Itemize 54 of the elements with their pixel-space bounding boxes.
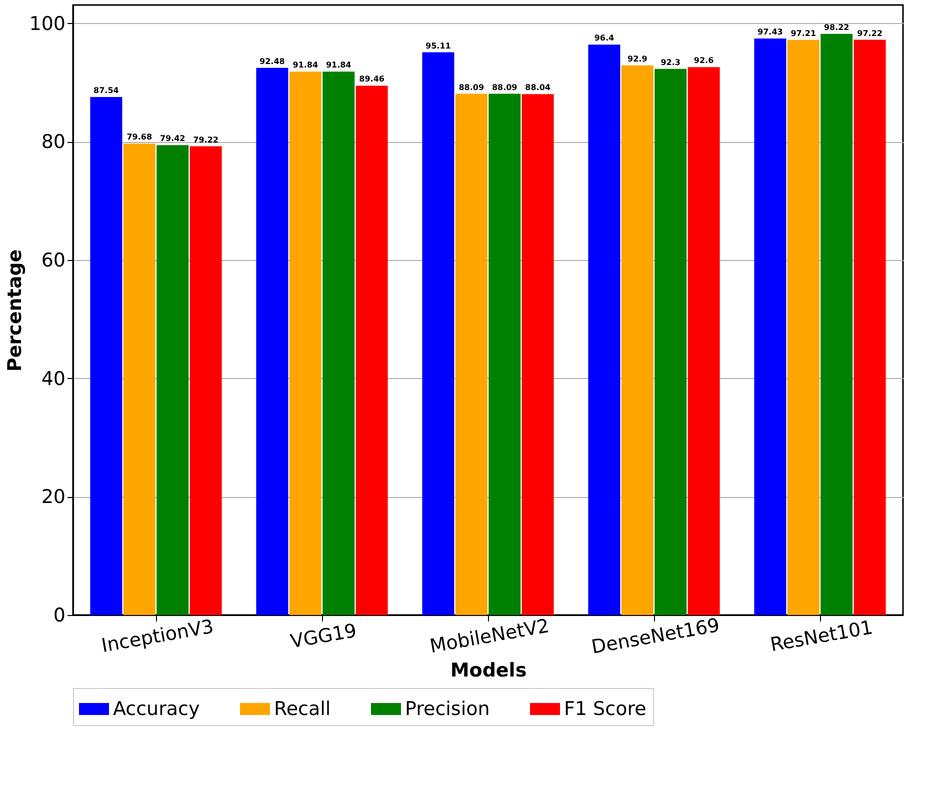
- bar: [854, 40, 886, 615]
- data-label: 96.4: [594, 34, 614, 43]
- y-tick-label: 100: [29, 12, 66, 35]
- y-tick-label: 0: [53, 604, 66, 626]
- data-label: 95.11: [426, 41, 452, 50]
- data-label: 79.68: [126, 132, 152, 142]
- y-tick-label: 80: [41, 131, 66, 154]
- bar: [90, 97, 122, 615]
- bar: [754, 38, 786, 615]
- bar: [488, 94, 521, 615]
- y-tick-label: 20: [41, 486, 66, 508]
- legend-label: Accuracy: [113, 698, 200, 720]
- bar: [588, 44, 620, 615]
- data-label: 89.46: [359, 74, 385, 84]
- data-label: 92.3: [660, 58, 680, 67]
- x-tick-label: ResNet101: [768, 616, 874, 656]
- y-tick-label: 60: [41, 250, 66, 272]
- data-label: 91.84: [326, 60, 352, 70]
- x-axis-title: Models: [450, 659, 527, 682]
- data-label: 79.22: [193, 135, 218, 144]
- bar: [123, 144, 156, 615]
- legend-label: F1 Score: [564, 698, 646, 720]
- bar: [455, 94, 488, 615]
- data-label: 91.84: [292, 60, 318, 70]
- bar: [156, 145, 189, 615]
- data-label: 98.22: [824, 22, 850, 32]
- bar: [422, 52, 454, 615]
- bar: [256, 68, 288, 615]
- bar: [787, 40, 820, 615]
- y-axis-title: Percentage: [4, 249, 26, 372]
- data-label: 88.09: [492, 82, 518, 92]
- data-label: 88.09: [458, 82, 484, 92]
- bar: [190, 146, 222, 615]
- data-label: 92.48: [260, 56, 286, 66]
- bar: [289, 72, 322, 615]
- data-label: 92.9: [628, 54, 648, 64]
- legend-label: Recall: [274, 698, 331, 720]
- bar: [654, 68, 687, 615]
- bar: [621, 65, 654, 615]
- data-label: 79.42: [160, 134, 186, 144]
- y-tick-label: 40: [41, 368, 66, 390]
- data-label: 88.04: [525, 83, 551, 92]
- bar: [322, 72, 355, 615]
- bar: [688, 67, 720, 615]
- data-label: 97.22: [857, 28, 882, 38]
- bar: [356, 86, 388, 615]
- data-label: 87.54: [94, 86, 120, 96]
- data-label: 97.43: [758, 28, 783, 37]
- legend-label: Precision: [405, 698, 490, 720]
- data-label: 97.21: [790, 28, 816, 38]
- bar: [522, 94, 554, 615]
- x-tick-label: VGG19: [288, 620, 358, 653]
- data-label: 92.6: [694, 56, 714, 66]
- bar: [820, 34, 853, 615]
